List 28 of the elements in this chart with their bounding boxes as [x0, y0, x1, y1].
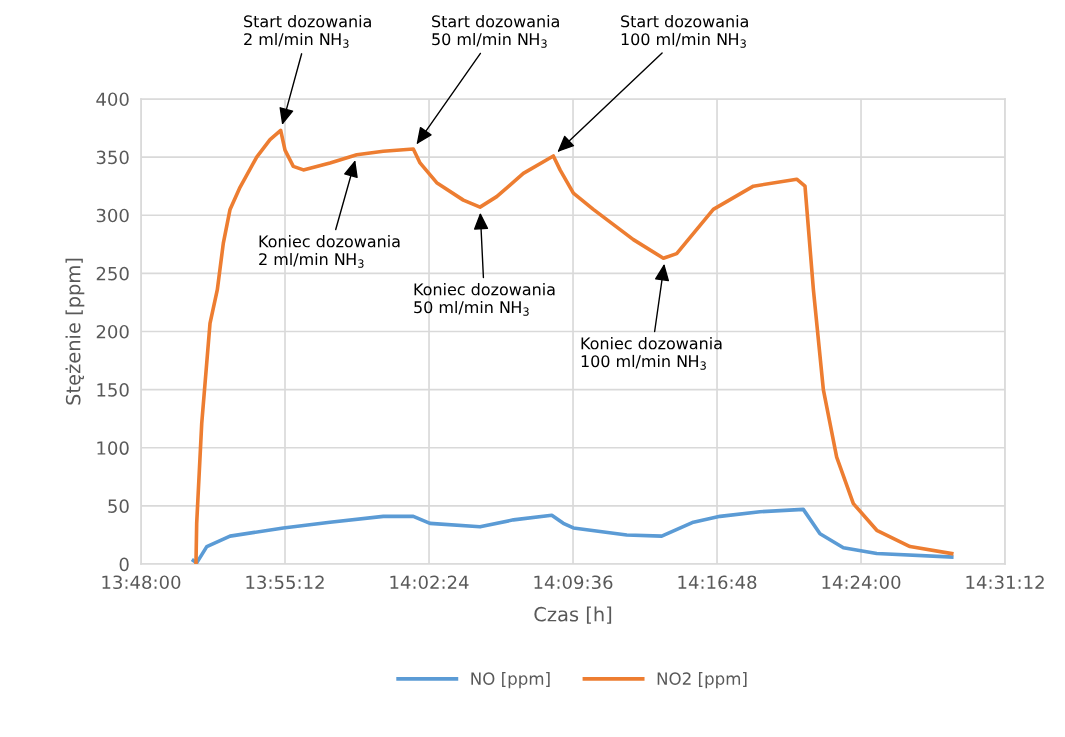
annotation: Koniec dozowania 2 ml/min NH$_{3}$	[259, 235, 400, 268]
annotation: Koniec dozowania 50 ml/min NH$_{3}$	[414, 283, 555, 316]
y-tick-label: 250	[96, 266, 129, 281]
x-tick-label: 13:48:00	[102, 575, 181, 590]
line-series	[191, 507, 954, 565]
x-tick-label: 13:55:12	[246, 575, 324, 590]
y-tick-label: 0	[119, 557, 129, 572]
legend-label: NO [ppm]	[471, 672, 550, 689]
annotation: Start dozowania 2 ml/min NH$_{3}$	[244, 15, 371, 48]
annotation: Start dozowania 50 ml/min NH$_{3}$	[432, 15, 559, 48]
y-tick-label: 50	[108, 499, 129, 514]
y-tick-label: 200	[96, 324, 129, 339]
y-axis-title: Stężenie [ppm]	[65, 258, 85, 405]
legend-label: NO2 [ppm]	[657, 672, 747, 689]
y-tick-label: 150	[97, 383, 129, 397]
y-tick-label: 300	[96, 208, 129, 223]
x-tick-label: 14:16:48	[678, 575, 757, 590]
y-tick-label: 400	[96, 92, 129, 107]
x-tick-label: 14:31:12	[966, 575, 1044, 590]
x-tick-label: 14:09:36	[534, 575, 613, 590]
x-tick-label: 14:02:24	[390, 575, 469, 590]
annotation: Start dozowania 100 ml/min NH$_{3}$	[621, 15, 748, 48]
x-tick-label: 14:24:00	[822, 575, 901, 590]
annotation: Koniec dozowania 100 ml/min NH$_{3}$	[581, 337, 722, 370]
y-tick-label: 100	[97, 441, 129, 455]
y-tick-label: 350	[96, 150, 129, 165]
x-axis-title: Czas [h]	[534, 606, 612, 624]
line-series	[194, 128, 954, 565]
